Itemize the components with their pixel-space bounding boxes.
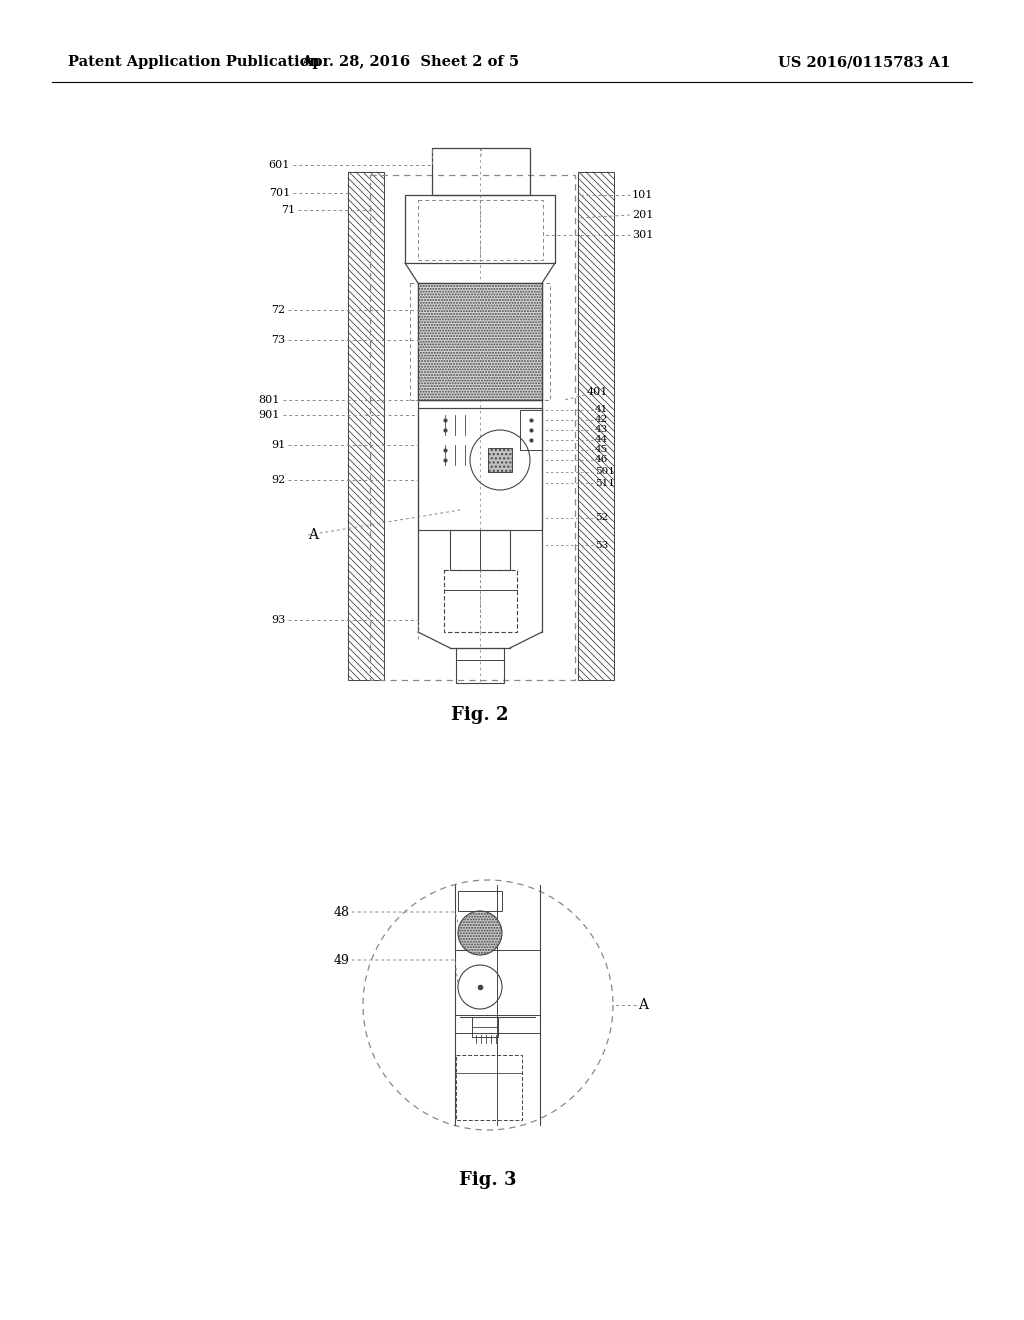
Bar bbox=[450, 531, 510, 570]
Text: 49: 49 bbox=[334, 953, 350, 966]
Bar bbox=[520, 411, 542, 450]
Text: 401: 401 bbox=[587, 387, 608, 397]
Text: 46: 46 bbox=[595, 455, 608, 465]
Text: 301: 301 bbox=[632, 230, 653, 240]
Bar bbox=[348, 172, 384, 680]
Text: 73: 73 bbox=[271, 335, 285, 345]
Text: 501: 501 bbox=[595, 467, 614, 477]
Text: 701: 701 bbox=[268, 187, 290, 198]
Text: Patent Application Publication: Patent Application Publication bbox=[68, 55, 319, 69]
Text: 48: 48 bbox=[334, 906, 350, 919]
Text: 71: 71 bbox=[281, 205, 295, 215]
Text: 201: 201 bbox=[632, 210, 653, 220]
Text: Fig. 3: Fig. 3 bbox=[459, 1171, 517, 1189]
Bar bbox=[418, 282, 542, 400]
Bar bbox=[456, 1055, 522, 1119]
Text: Fig. 2: Fig. 2 bbox=[452, 706, 509, 723]
Bar bbox=[456, 648, 504, 682]
Text: 72: 72 bbox=[271, 305, 285, 315]
Text: 43: 43 bbox=[595, 425, 608, 434]
Circle shape bbox=[458, 911, 502, 954]
Bar bbox=[472, 1016, 498, 1038]
Text: 53: 53 bbox=[595, 540, 608, 549]
Text: 901: 901 bbox=[259, 411, 280, 420]
Text: 42: 42 bbox=[595, 416, 608, 425]
Text: 41: 41 bbox=[595, 405, 608, 414]
Bar bbox=[418, 282, 542, 400]
Text: 92: 92 bbox=[270, 475, 285, 484]
Text: Apr. 28, 2016  Sheet 2 of 5: Apr. 28, 2016 Sheet 2 of 5 bbox=[301, 55, 519, 69]
Bar bbox=[444, 570, 517, 632]
Text: 45: 45 bbox=[595, 446, 608, 454]
Text: 601: 601 bbox=[268, 160, 290, 170]
Text: A: A bbox=[638, 998, 648, 1012]
Text: 91: 91 bbox=[270, 440, 285, 450]
Bar bbox=[432, 148, 530, 195]
Bar bbox=[370, 176, 575, 680]
Text: 101: 101 bbox=[632, 190, 653, 201]
Bar bbox=[418, 201, 543, 260]
Text: US 2016/0115783 A1: US 2016/0115783 A1 bbox=[777, 55, 950, 69]
Text: 44: 44 bbox=[595, 436, 608, 445]
Bar bbox=[418, 408, 542, 531]
Text: 93: 93 bbox=[270, 615, 285, 624]
Bar bbox=[578, 172, 614, 680]
Text: 801: 801 bbox=[259, 395, 280, 405]
Bar bbox=[488, 447, 512, 473]
Bar bbox=[406, 195, 555, 263]
Bar bbox=[458, 891, 502, 911]
Text: 52: 52 bbox=[595, 513, 608, 523]
Text: 511: 511 bbox=[595, 479, 614, 487]
Text: A: A bbox=[308, 528, 318, 543]
Bar bbox=[410, 282, 550, 400]
